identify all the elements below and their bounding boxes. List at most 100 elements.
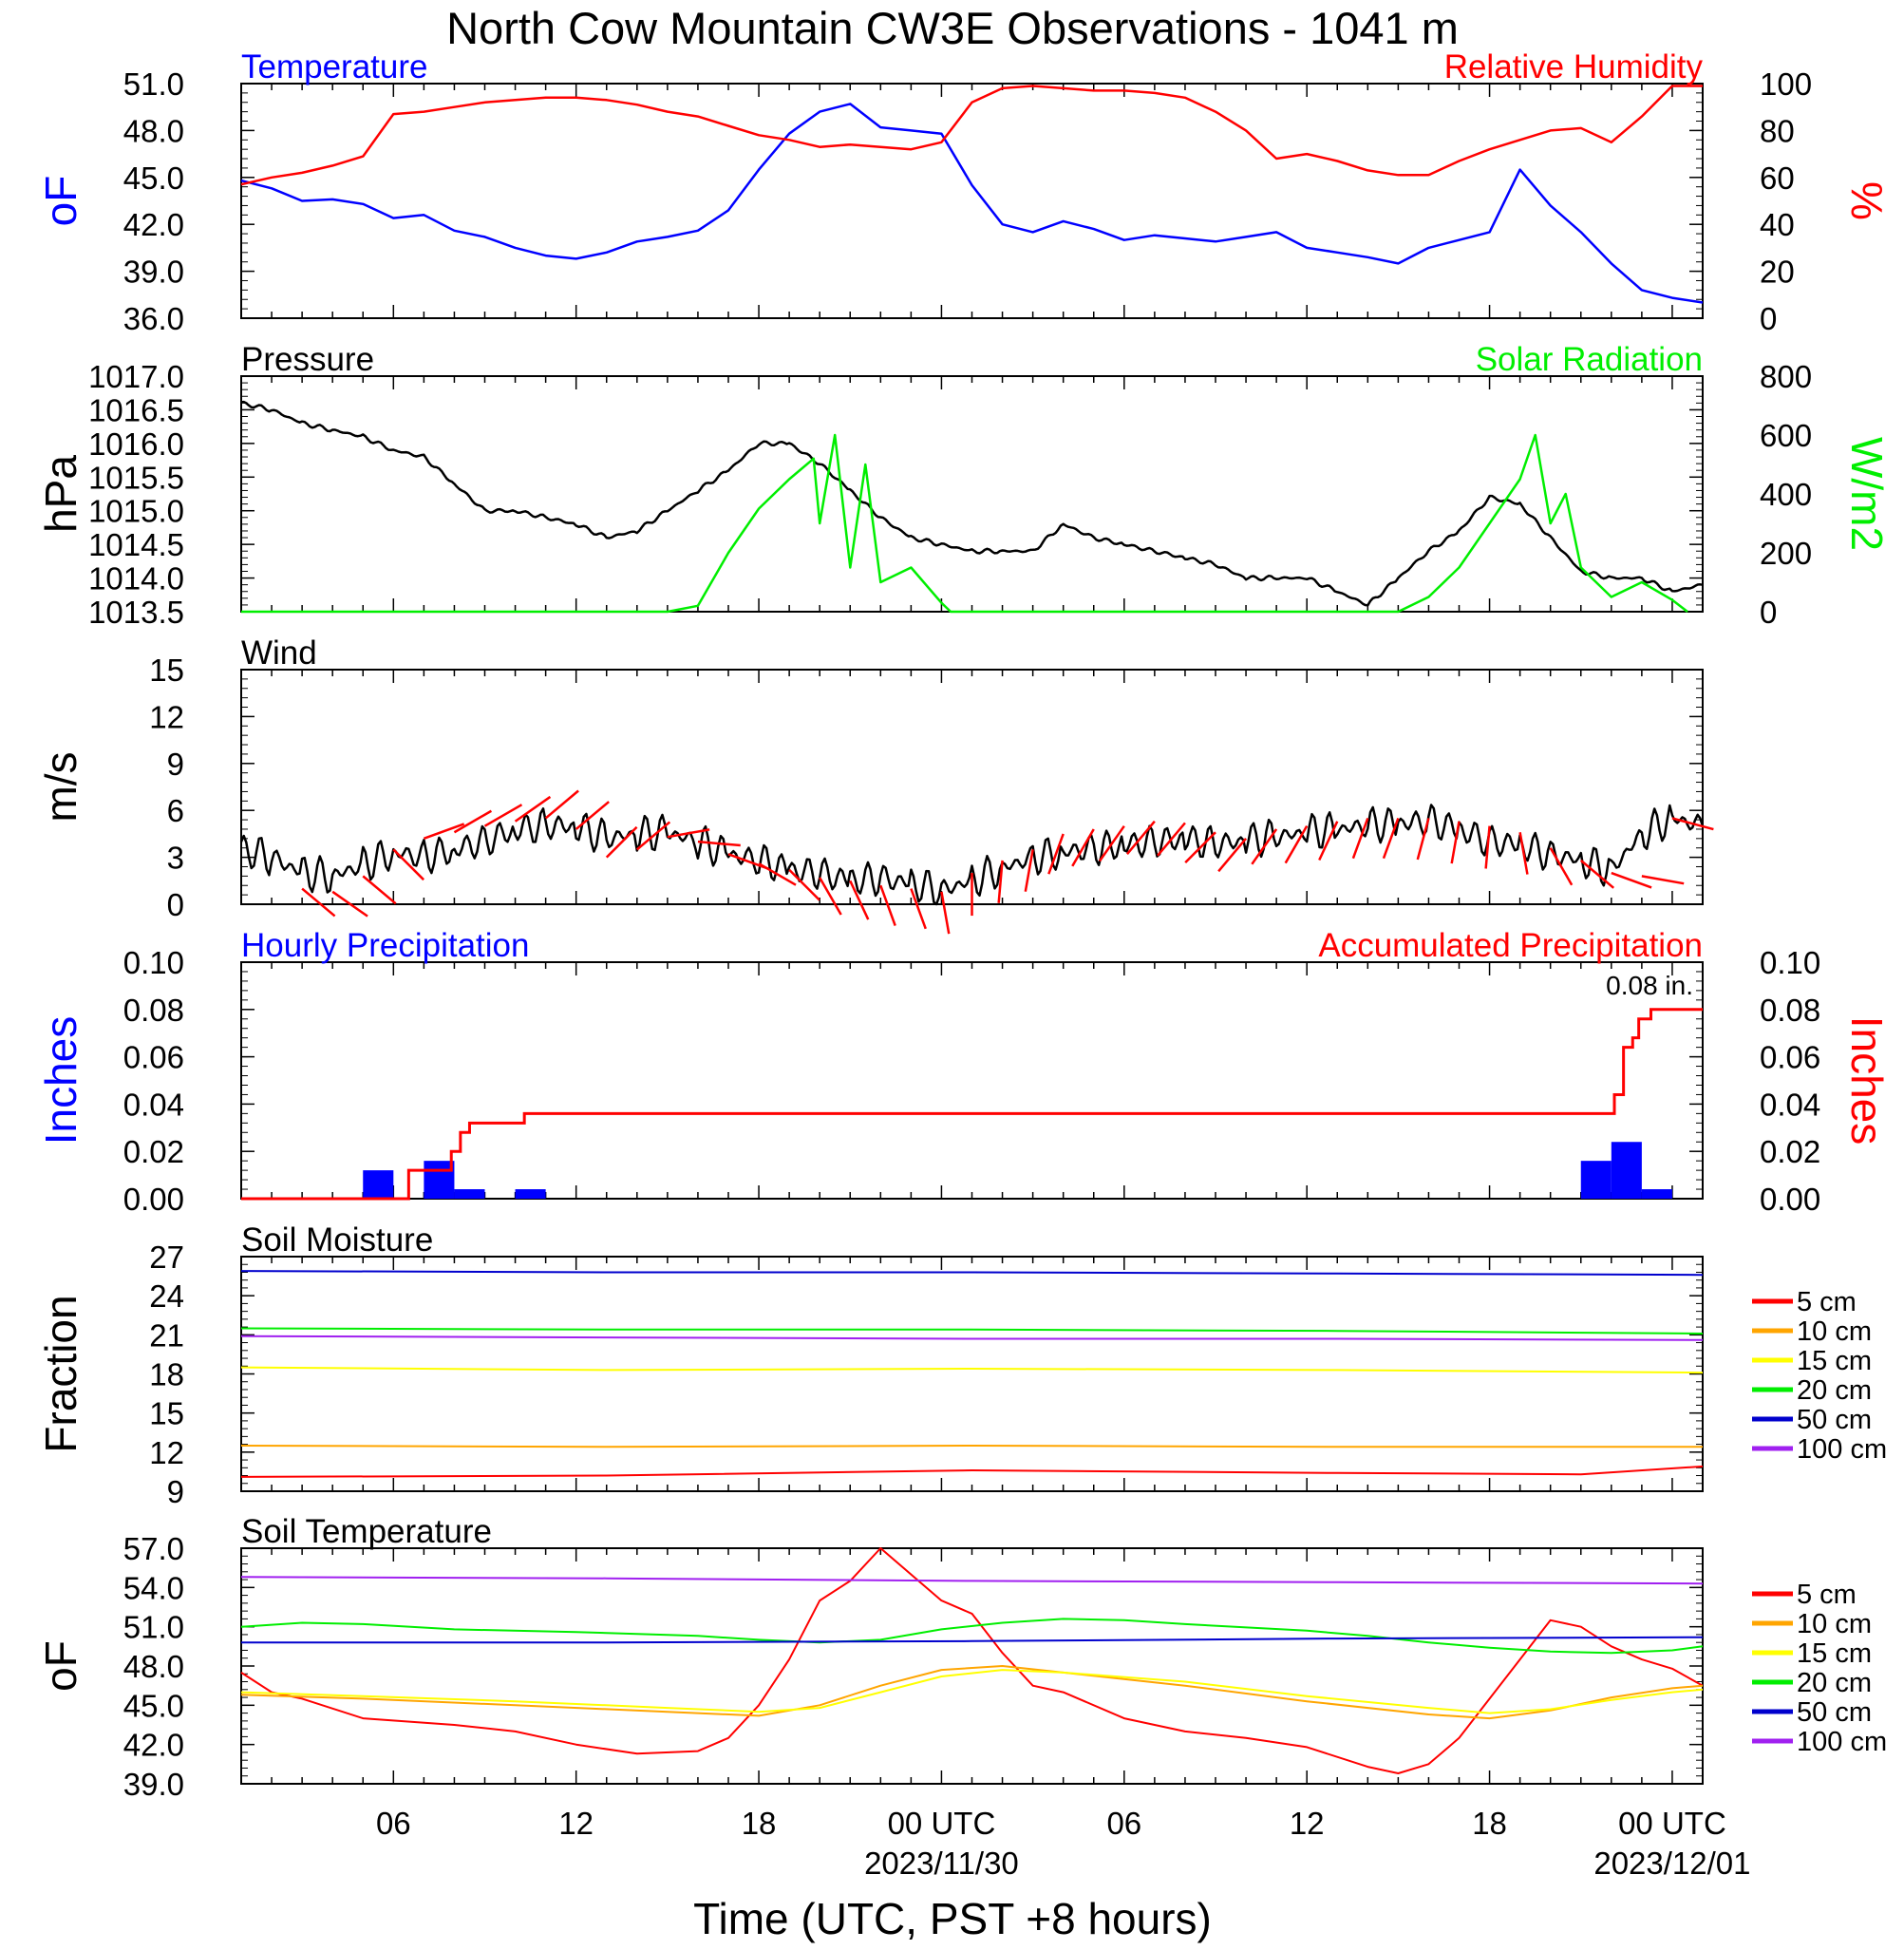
wind-barb xyxy=(788,868,820,901)
series-15-cm xyxy=(240,1669,1704,1714)
wind-barb xyxy=(1098,824,1125,862)
wind-barb xyxy=(697,840,741,847)
wind-barb xyxy=(423,823,465,841)
wind-barb xyxy=(1579,859,1615,889)
y2-tick-label: 0 xyxy=(1760,301,1777,336)
x-tick-label: 12 xyxy=(558,1806,594,1841)
series-temperature xyxy=(240,103,1704,304)
wind-barb xyxy=(1484,825,1491,869)
panel-title-left: Hourly Precipitation xyxy=(241,927,529,964)
wind-barb xyxy=(940,891,951,935)
y2-axis-title: W/m2 xyxy=(1842,437,1892,551)
y-tick-label: 1015.5 xyxy=(88,460,184,495)
y-tick-label: 12 xyxy=(149,699,184,734)
x-tick-label: 00 UTC xyxy=(1618,1806,1726,1841)
y-tick-label: 45.0 xyxy=(123,1688,184,1723)
y-tick-label: 51.0 xyxy=(123,1610,184,1645)
wind-barb xyxy=(997,860,1004,903)
y-tick-label: 48.0 xyxy=(123,1649,184,1684)
x-tick-label: 00 UTC xyxy=(888,1806,996,1841)
legend-label: 15 cm xyxy=(1797,1346,1872,1376)
y-tick-label: 24 xyxy=(149,1278,184,1314)
panel-soil_temp: 39.0 42.0 45.0 48.0 51.0 54.0 57.0 Soil Tempera… xyxy=(36,1513,1887,1802)
panel-title-left: Pressure xyxy=(241,341,374,378)
y2-tick-label: 400 xyxy=(1760,477,1812,512)
wind-barb xyxy=(1518,832,1529,875)
wind-barb xyxy=(1157,822,1186,857)
x-axis: 06 12 18 00 UTC 2023/11/30 06 12 18 00 UTC 2023/1… xyxy=(376,1806,1751,1881)
wind-barb xyxy=(636,821,671,851)
series-15-cm xyxy=(240,1366,1704,1374)
y-tick-label: 0.06 xyxy=(123,1040,184,1075)
series-solar-radiation xyxy=(241,433,1688,614)
wind-barb xyxy=(1024,849,1034,892)
y2-tick-label: 0 xyxy=(1760,595,1777,630)
y2-axis-title: % xyxy=(1842,181,1892,220)
wind-barb xyxy=(910,888,927,930)
x-tick-label: 06 xyxy=(1106,1806,1141,1841)
wind-barb xyxy=(1125,820,1156,856)
wind-barb xyxy=(1047,833,1065,875)
wind-barb xyxy=(301,887,336,918)
y-tick-label: 12 xyxy=(149,1435,184,1470)
wind-barb xyxy=(1251,828,1278,865)
legend-label: 20 cm xyxy=(1797,1668,1872,1698)
panel-title-left: Temperature xyxy=(241,48,427,85)
panel-title-right: Relative Humidity xyxy=(1444,48,1704,85)
panel-pressure_solar: 1013.51014.01014.51015.01015.51016.01016… xyxy=(36,341,1892,630)
series-5-cm xyxy=(240,1547,1704,1774)
panel-title-left: Soil Temperature xyxy=(241,1513,492,1550)
wind-barb xyxy=(392,848,425,881)
series-100-cm xyxy=(240,1576,1704,1585)
y-tick-label: 48.0 xyxy=(123,113,184,148)
y-tick-label: 42.0 xyxy=(123,207,184,242)
x-tick-label: 06 xyxy=(376,1806,411,1841)
y-tick-label: 1013.5 xyxy=(88,595,184,630)
chart-title: North Cow Mountain CW3E Observations - 1… xyxy=(446,3,1459,53)
y-tick-label: 21 xyxy=(149,1317,184,1353)
series-5-cm xyxy=(240,1465,1704,1478)
panel-title-right: Solar Radiation xyxy=(1476,341,1703,378)
y2-tick-label: 80 xyxy=(1760,113,1795,148)
series-50-cm xyxy=(240,1270,1704,1277)
series-relative-humidity xyxy=(240,85,1703,186)
legend-label: 10 cm xyxy=(1797,1609,1872,1639)
y-tick-label: 57.0 xyxy=(123,1531,184,1566)
wind-barb xyxy=(1549,847,1574,886)
y-tick-label: 1016.5 xyxy=(88,392,184,427)
wind-barb xyxy=(1284,825,1309,864)
series-pressure xyxy=(240,400,1704,607)
wind-barb xyxy=(331,890,368,918)
accum-annotation: 0.08 in. xyxy=(1606,971,1693,1000)
panel-title-left: Wind xyxy=(241,634,317,672)
legend-label: 5 cm xyxy=(1797,1580,1857,1610)
wind-barb xyxy=(1318,821,1339,861)
x-date-label: 2023/12/01 xyxy=(1593,1846,1750,1881)
legend-label: 100 cm xyxy=(1797,1727,1887,1757)
y-tick-label: 9 xyxy=(167,747,184,782)
y-tick-label: 1014.0 xyxy=(88,561,184,596)
wind-barb xyxy=(1611,871,1652,889)
x-tick-label: 18 xyxy=(742,1806,777,1841)
wind-barb xyxy=(483,804,523,827)
precip-bar xyxy=(1580,1161,1612,1199)
y2-tick-label: 600 xyxy=(1760,418,1812,453)
series-20-cm xyxy=(240,1327,1704,1335)
y-axis-title: oF xyxy=(36,1640,85,1692)
panel-title-left: Soil Moisture xyxy=(241,1221,433,1259)
y-tick-label: 42.0 xyxy=(123,1728,184,1763)
y-tick-label: 36.0 xyxy=(123,301,184,336)
y-tick-label: 54.0 xyxy=(123,1570,184,1605)
y-tick-label: 0.00 xyxy=(123,1182,184,1217)
y2-tick-label: 200 xyxy=(1760,536,1812,571)
precip-bar xyxy=(515,1189,546,1199)
precip-bar xyxy=(363,1170,394,1199)
x-tick-label: 18 xyxy=(1472,1806,1507,1841)
y-axis-title: m/s xyxy=(36,751,85,822)
y-tick-label: 1015.0 xyxy=(88,494,184,529)
x-tick-label: 12 xyxy=(1290,1806,1325,1841)
wind-barb xyxy=(605,825,638,859)
wind-barb xyxy=(544,789,579,820)
